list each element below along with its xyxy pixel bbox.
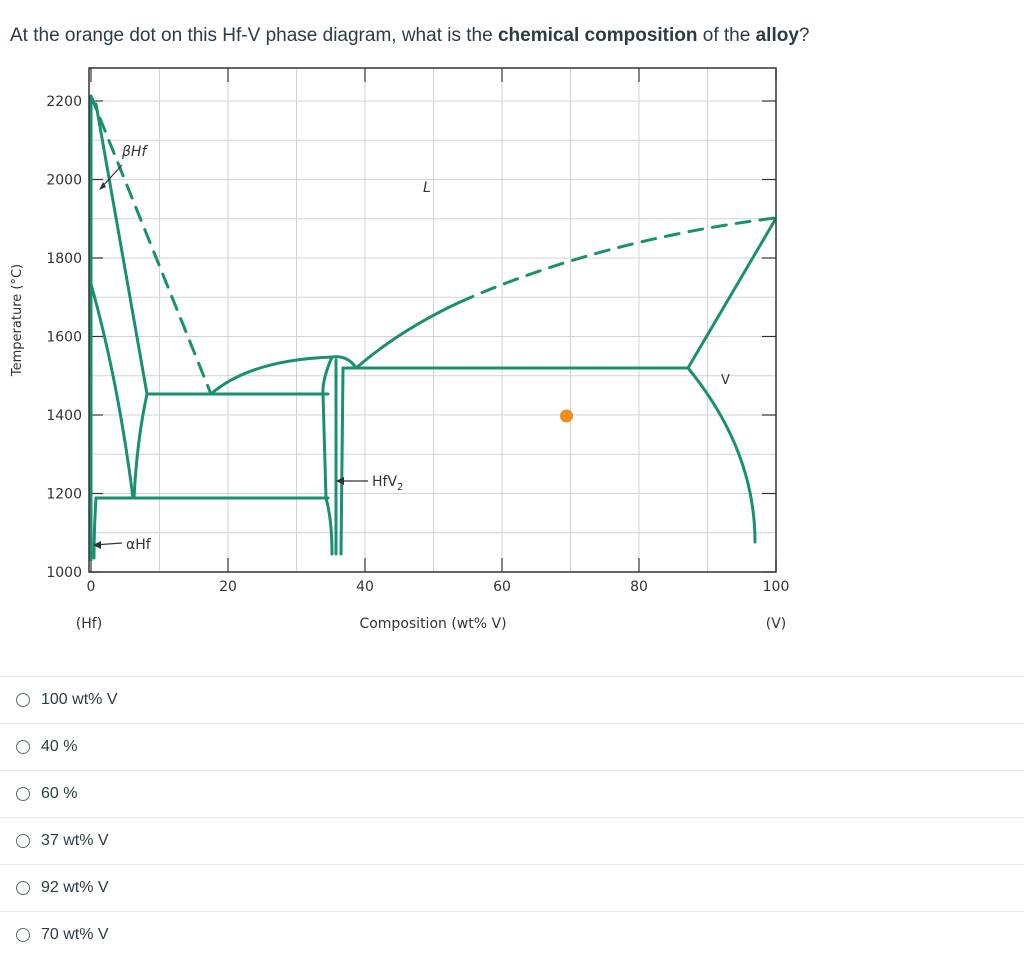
x-axis-label: Composition (wt% V) [359, 616, 506, 632]
question-bold-composition: chemical composition [497, 25, 698, 46]
beta-lower-boundary [132, 392, 149, 500]
v-phase-label: V [721, 373, 730, 388]
answer-label: 40 % [41, 738, 78, 755]
x-tick-label: 60 [493, 579, 511, 595]
v-solidus [686, 218, 777, 370]
y-tick-label: 1600 [46, 330, 82, 346]
x-tick-label: 0 [87, 579, 96, 595]
radio-button[interactable] [16, 740, 30, 754]
radio-button[interactable] [16, 787, 30, 801]
liquidus-eutectic-to-hfv2 [209, 355, 334, 396]
x-end-left-label: (Hf) [76, 616, 102, 632]
y-tick-label: 1800 [46, 251, 82, 267]
y-axis-label: Temperature (°C) [10, 264, 25, 377]
radio-button[interactable] [16, 881, 30, 895]
hfv2-pointer-head [336, 477, 344, 485]
x-end-right-label: (V) [766, 616, 787, 632]
hf-v-phase-diagram: 0 20 40 60 80 100 1000 1200 1400 1600 1800 2000 2200 [10, 67, 789, 632]
answer-option-60[interactable]: 60 % [0, 770, 1024, 817]
hfv2-right-boundary [339, 366, 345, 556]
answer-label: 100 wt% V [41, 691, 118, 708]
answer-list: 100 wt% V 40 % 60 % 37 wt% V 92 wt% V 70… [0, 676, 1024, 958]
question-text: At the orange dot on this Hf-V phase dia… [10, 25, 810, 46]
pointer-heads [93, 182, 344, 549]
y-tick-label: 1400 [46, 408, 82, 424]
answer-label: 37 wt% V [41, 832, 109, 849]
question-bold-alloy: alloy [755, 25, 799, 46]
y-tick-label: 1000 [46, 565, 82, 581]
orange-dot-marker [560, 409, 573, 423]
hfv2-label: HfV2 [372, 474, 403, 493]
x-tick-label: 40 [356, 579, 374, 595]
y-tick-label: 2000 [46, 173, 82, 189]
plot-frame [88, 67, 777, 573]
y-tick-label: 2200 [46, 94, 82, 110]
answer-option-70-wt-v[interactable]: 70 wt% V [0, 911, 1024, 958]
answer-label: 60 % [41, 785, 78, 802]
alpha-solvus [92, 496, 98, 560]
alpha-hf-label: αHf [126, 537, 152, 553]
alpha-beta-boundary [89, 282, 135, 500]
solidus-beta-right [94, 102, 149, 396]
answer-label: 92 wt% V [41, 879, 109, 896]
radio-button[interactable] [16, 834, 30, 848]
answer-option-40[interactable]: 40 % [0, 723, 1024, 770]
beta-hf-label: βHf [121, 144, 148, 160]
answer-label: 70 wt% V [41, 926, 109, 943]
phase-boundaries [89, 94, 777, 562]
liquidus-left-dashed [89, 94, 213, 396]
hfv2-left-boundary [321, 355, 334, 556]
axis-ticks: 0 20 40 60 80 100 1000 1200 1400 1600 1800 2000 2200 [46, 68, 789, 595]
answer-option-37-wt-v[interactable]: 37 wt% V [0, 817, 1024, 864]
liquidus-right-dashed [458, 216, 777, 304]
answer-option-100-wt-v[interactable]: 100 wt% V [0, 676, 1024, 723]
answer-option-92-wt-v[interactable]: 92 wt% V [0, 864, 1024, 911]
grid [89, 68, 776, 572]
radio-button[interactable] [16, 928, 30, 942]
x-tick-label: 100 [763, 579, 790, 595]
beta-pointer-head [99, 182, 106, 190]
radio-button[interactable] [16, 693, 30, 707]
y-tick-label: 1200 [46, 487, 82, 503]
x-tick-label: 80 [630, 579, 648, 595]
x-tick-label: 20 [219, 579, 237, 595]
v-solvus [686, 366, 757, 544]
hfv2-max [330, 355, 358, 370]
liquidus-right-solid [354, 300, 462, 370]
beta-pointer [100, 164, 123, 189]
liquid-label: L [423, 180, 431, 196]
alpha-pointer-head [93, 541, 101, 549]
